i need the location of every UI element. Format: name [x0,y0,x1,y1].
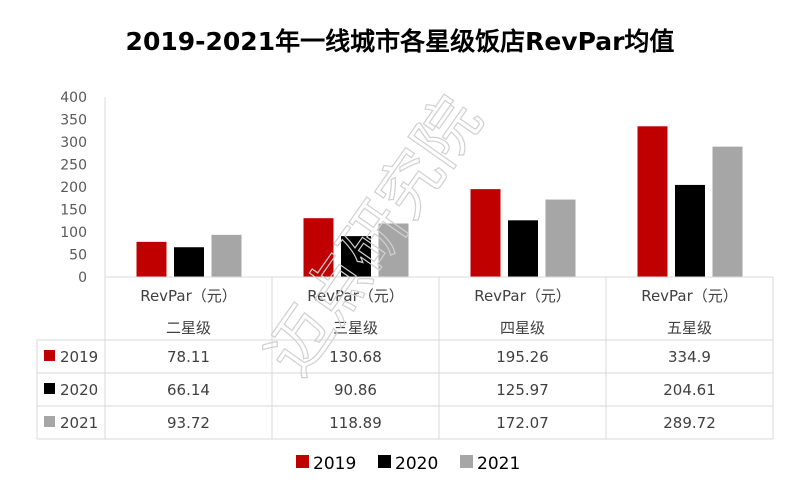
legend-marker-2021 [460,455,473,468]
legend-key-2019 [44,350,55,361]
watermark: 迈点研究院 [252,85,496,390]
y-tick-label: 50 [69,248,87,264]
data-label: 118.89 [329,414,382,432]
category-label: 五星级 [667,319,712,337]
y-tick-label: 350 [60,113,87,129]
category-label: 四星级 [500,319,545,337]
data-label: 125.97 [496,381,549,399]
legend-label: 2021 [477,454,520,474]
legend-marker-2020 [378,455,391,468]
data-label: 90.86 [334,381,377,399]
category-header: RevPar（元） [140,287,237,305]
bar-2021-三星级 [378,223,409,277]
data-label: 66.14 [167,381,210,399]
bar-2019-四星级 [470,189,501,277]
data-label: 289.72 [663,414,716,432]
y-tick-label: 250 [60,158,87,174]
bar-2019-三星级 [303,218,334,277]
category-label: 二星级 [166,319,211,337]
legend-label: 2019 [313,454,356,474]
legend-label: 2020 [395,454,438,474]
chart-title: 2019-2021年一线城市各星级饭店RevPar均值 [125,27,675,56]
series-name: 2020 [60,381,98,399]
bar-2020-二星级 [174,247,204,277]
y-tick-label: 0 [78,270,87,286]
data-label: 204.61 [663,381,716,399]
y-tick-label: 300 [60,135,87,151]
legend-key-2020 [44,383,55,394]
y-tick-label: 200 [60,180,87,196]
bar-2021-四星级 [545,199,576,277]
data-label: 195.26 [496,348,549,366]
bar-2020-五星级 [675,184,705,277]
data-label: 93.72 [167,414,210,432]
series-name: 2019 [60,348,98,366]
legend-marker-2019 [296,455,309,468]
y-tick-label: 100 [60,225,87,241]
category-header: RevPar（元） [307,287,404,305]
bar-2021-五星级 [712,146,743,277]
data-label: 130.68 [329,348,382,366]
bar-2020-三星级 [341,236,371,277]
bar-2019-二星级 [136,241,167,277]
bar-2021-二星级 [211,234,242,277]
bar-2020-四星级 [508,220,538,277]
series-name: 2021 [60,414,98,432]
bar-2019-五星级 [637,126,668,277]
category-label: 三星级 [333,319,378,337]
legend-key-2021 [44,416,55,427]
data-label: 334.9 [668,348,711,366]
y-tick-label: 150 [60,203,87,219]
y-tick-label: 400 [60,90,87,106]
category-header: RevPar（元） [641,287,738,305]
category-header: RevPar（元） [474,287,571,305]
data-label: 78.11 [167,348,210,366]
data-label: 172.07 [496,414,549,432]
